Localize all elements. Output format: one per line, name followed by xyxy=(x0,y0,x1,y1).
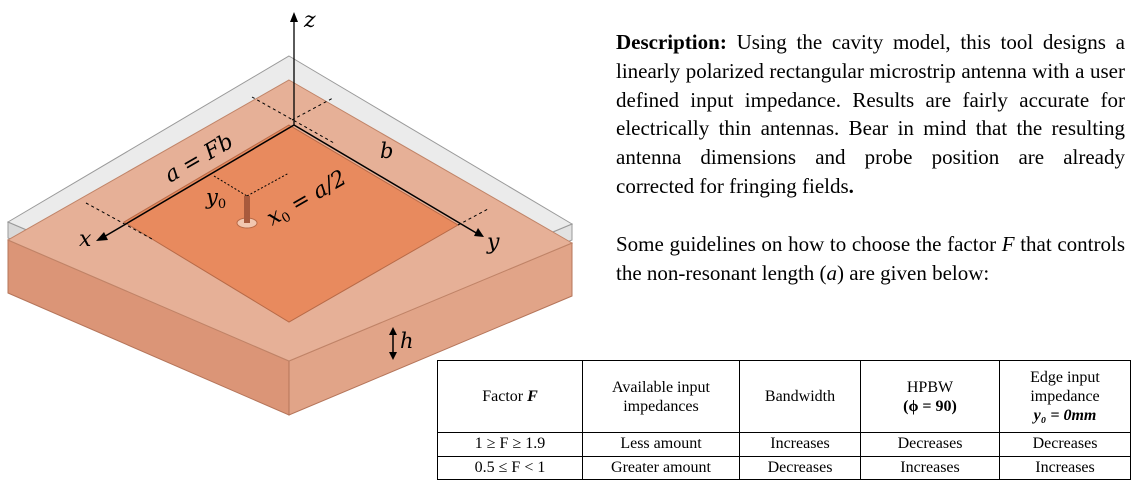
header-factor-var: F xyxy=(527,388,538,406)
y-axis-label: y xyxy=(486,230,500,255)
y0-label-sub: 0 xyxy=(218,197,226,212)
header-factor-text: Factor xyxy=(482,388,528,406)
cell-factor: 0.5 ≤ F < 1 xyxy=(437,455,583,481)
dim-guide-b-right xyxy=(291,97,334,121)
header-edge-text: Edge input impedance xyxy=(1030,369,1100,406)
guidelines-paragraph: Some guidelines on how to choose the fac… xyxy=(616,230,1125,288)
header-hpbw-sub: (ϕ = 90) xyxy=(903,397,957,415)
guidelines-var-f: F xyxy=(1001,231,1015,256)
description-text: Using the cavity model, this tool design… xyxy=(616,30,1125,198)
cell-edge: Increases xyxy=(999,455,1131,481)
cell-hpbw: Increases xyxy=(860,455,1000,481)
guidelines-var-a: a xyxy=(826,260,838,285)
guidelines-text-pre: Some guidelines on how to choose the fac… xyxy=(616,231,1002,256)
dim-guide-a-left xyxy=(85,202,153,240)
b-dimension-label: b xyxy=(380,139,393,163)
table-header-row: Factor F Available input impedances Band… xyxy=(437,359,1131,434)
header-factor: Factor F xyxy=(437,359,583,434)
x-axis-arrowhead xyxy=(96,232,108,241)
cell-factor: 1 ≥ F ≥ 1.9 xyxy=(437,432,583,457)
h-dimension-arrow-bottom xyxy=(389,352,397,360)
y0-label: y0 xyxy=(205,185,226,212)
cell-available: Less amount xyxy=(582,432,740,457)
cell-bandwidth: Decreases xyxy=(739,455,861,481)
header-bandwidth-text: Bandwidth xyxy=(764,388,836,406)
cell-available: Greater amount xyxy=(582,455,740,481)
description-heading: Description: xyxy=(616,30,727,54)
header-edge: Edge input impedance y₀ = 0mm xyxy=(999,359,1131,434)
header-bandwidth: Bandwidth xyxy=(739,359,861,434)
x-axis xyxy=(101,124,295,239)
h-dimension-arrow-top xyxy=(389,327,397,335)
h-dimension-label: h xyxy=(400,329,414,353)
probe-guide-y0 xyxy=(213,175,248,197)
header-available: Available input impedances xyxy=(582,359,740,434)
y-axis xyxy=(293,124,479,235)
description-end: . xyxy=(848,173,854,198)
z-axis-label: z xyxy=(303,8,316,33)
description-paragraph: Description: Using the cavity model, thi… xyxy=(616,28,1125,201)
cell-bandwidth: Increases xyxy=(739,432,861,457)
y0-label-main: y xyxy=(205,185,219,209)
antenna-diagram: z x y a = Fb b y0 x0 = a/2 h xyxy=(6,8,574,416)
dim-guide-a-top xyxy=(251,96,335,144)
guidelines-table: Factor F Available input impedances Band… xyxy=(437,359,1131,481)
cell-hpbw: Decreases xyxy=(860,432,1000,457)
cell-edge: Decreases xyxy=(999,432,1131,457)
y-axis-arrowhead xyxy=(474,228,484,237)
header-hpbw: HPBW (ϕ = 90) xyxy=(860,359,1000,434)
table-row: 0.5 ≤ F < 1 Greater amount Decreases Inc… xyxy=(437,455,1131,481)
table-row: 1 ≥ F ≥ 1.9 Less amount Increases Decrea… xyxy=(437,432,1131,457)
header-available-text: Available input impedances xyxy=(612,378,710,415)
z-axis-arrowhead xyxy=(290,12,298,22)
patch xyxy=(123,124,459,323)
description-panel: Description: Using the cavity model, thi… xyxy=(616,28,1125,287)
probe-pin xyxy=(244,196,250,223)
x-axis-label: x xyxy=(79,227,92,252)
guidelines-text-post: ) are given below: xyxy=(837,260,990,285)
header-edge-sub: y₀ = 0mm xyxy=(1033,407,1097,425)
guidelines-text-mid: that controls the non-resonant length ( xyxy=(616,231,1125,285)
header-hpbw-text: HPBW xyxy=(906,378,954,396)
